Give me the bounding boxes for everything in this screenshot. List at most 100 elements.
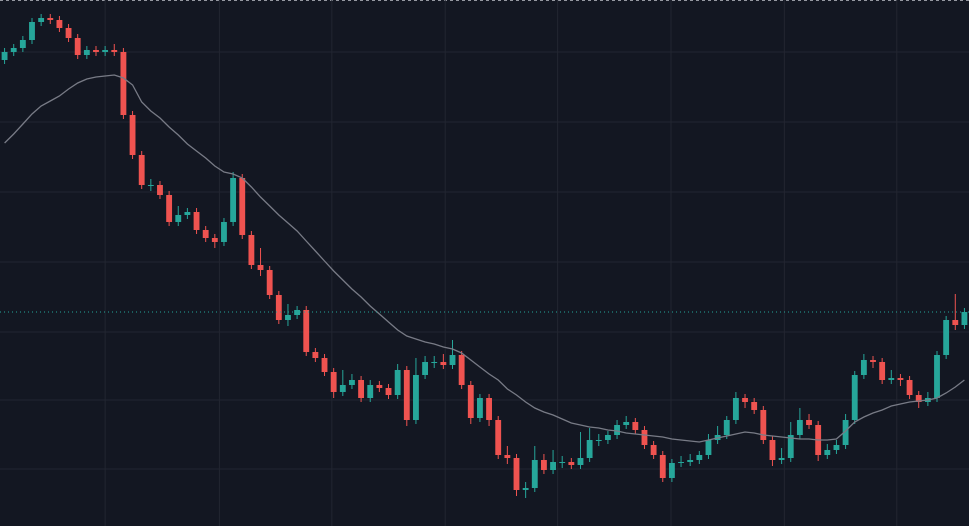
candle-body [193,212,200,230]
candle-body [175,215,182,222]
candle-body [760,410,767,440]
candle-body [477,398,483,418]
candle-body [285,315,291,320]
candle-body [943,320,950,355]
candle-body [10,48,17,52]
candle-body [769,440,776,460]
candle-body [742,398,748,402]
candle-body [147,185,154,186]
candle-body [1,52,8,60]
candle-body [312,352,319,358]
candle-body [467,385,474,418]
candle-body [732,398,739,420]
candle-body [184,212,191,215]
candle-body [349,380,355,385]
candle-body [824,450,831,455]
candle-body [934,355,940,398]
candle-body [906,380,913,395]
candle-body [358,380,365,398]
candle-body [879,362,886,380]
candle-body [38,18,45,22]
candle-body [431,362,438,363]
candle-body [29,22,35,40]
candle-body [211,238,218,242]
candle-body [723,420,730,435]
candle-body [842,420,849,445]
candle-body [833,445,840,450]
candle-body [787,435,794,458]
candle-body [129,115,136,155]
candle-body [614,425,620,435]
candle-body [531,460,538,488]
candle-body [641,430,648,445]
candle-body [522,488,529,490]
candle-body [860,360,867,375]
candle-body [394,370,401,395]
candle-body [632,422,639,430]
candle-body [595,440,602,441]
candle-body [705,440,712,455]
candle-body [559,462,566,463]
candle-body [120,52,127,115]
candle-body [668,463,675,478]
candle-body [568,462,575,465]
candle-body [604,435,611,440]
candle-body [678,462,684,463]
candle-body [93,50,99,52]
candle-body [47,18,54,20]
candle-body [778,458,785,460]
candle-body [586,440,593,458]
candle-body [440,362,447,365]
candle-body [403,370,410,420]
candle-body [266,270,273,295]
candle-body [504,455,511,458]
candle-body [138,155,145,185]
candle-body [111,50,118,52]
candle-body [385,388,392,395]
candle-body [650,445,657,455]
candle-body [239,178,246,235]
candle-body [696,455,703,460]
candle-body [897,378,904,380]
candle-body [257,265,264,270]
candle-body [65,28,72,38]
candle-body [623,422,630,425]
candle-body [74,38,81,55]
candle-body [550,462,556,470]
candle-body [513,458,520,490]
candle-body [321,358,328,372]
candle-body [870,360,876,362]
candle-body [413,375,419,420]
candle-body [83,50,90,55]
candle-body [275,295,282,320]
candle-body [486,398,492,420]
candle-body [915,395,922,402]
candle-body [495,420,502,455]
candle-body [888,378,895,380]
candle-body [202,230,209,238]
candle-body [157,185,163,195]
candle-body [540,460,547,470]
candle-body [806,420,812,425]
candle-body [339,385,346,392]
candle-body [952,320,959,325]
candle-body [248,235,255,265]
candle-body [449,355,456,365]
candle-body [659,455,666,478]
candle-body [230,178,237,222]
candle-body [687,460,694,462]
candle-body [422,362,429,375]
candle-body [19,40,26,48]
candle-body [367,385,374,398]
candle-body [294,310,301,315]
candle-body [330,372,337,392]
candle-body [751,402,758,410]
candle-body [102,50,109,52]
candle-body [458,355,465,385]
candle-body [56,20,63,28]
candle-body [303,310,310,352]
candle-body [961,312,968,325]
